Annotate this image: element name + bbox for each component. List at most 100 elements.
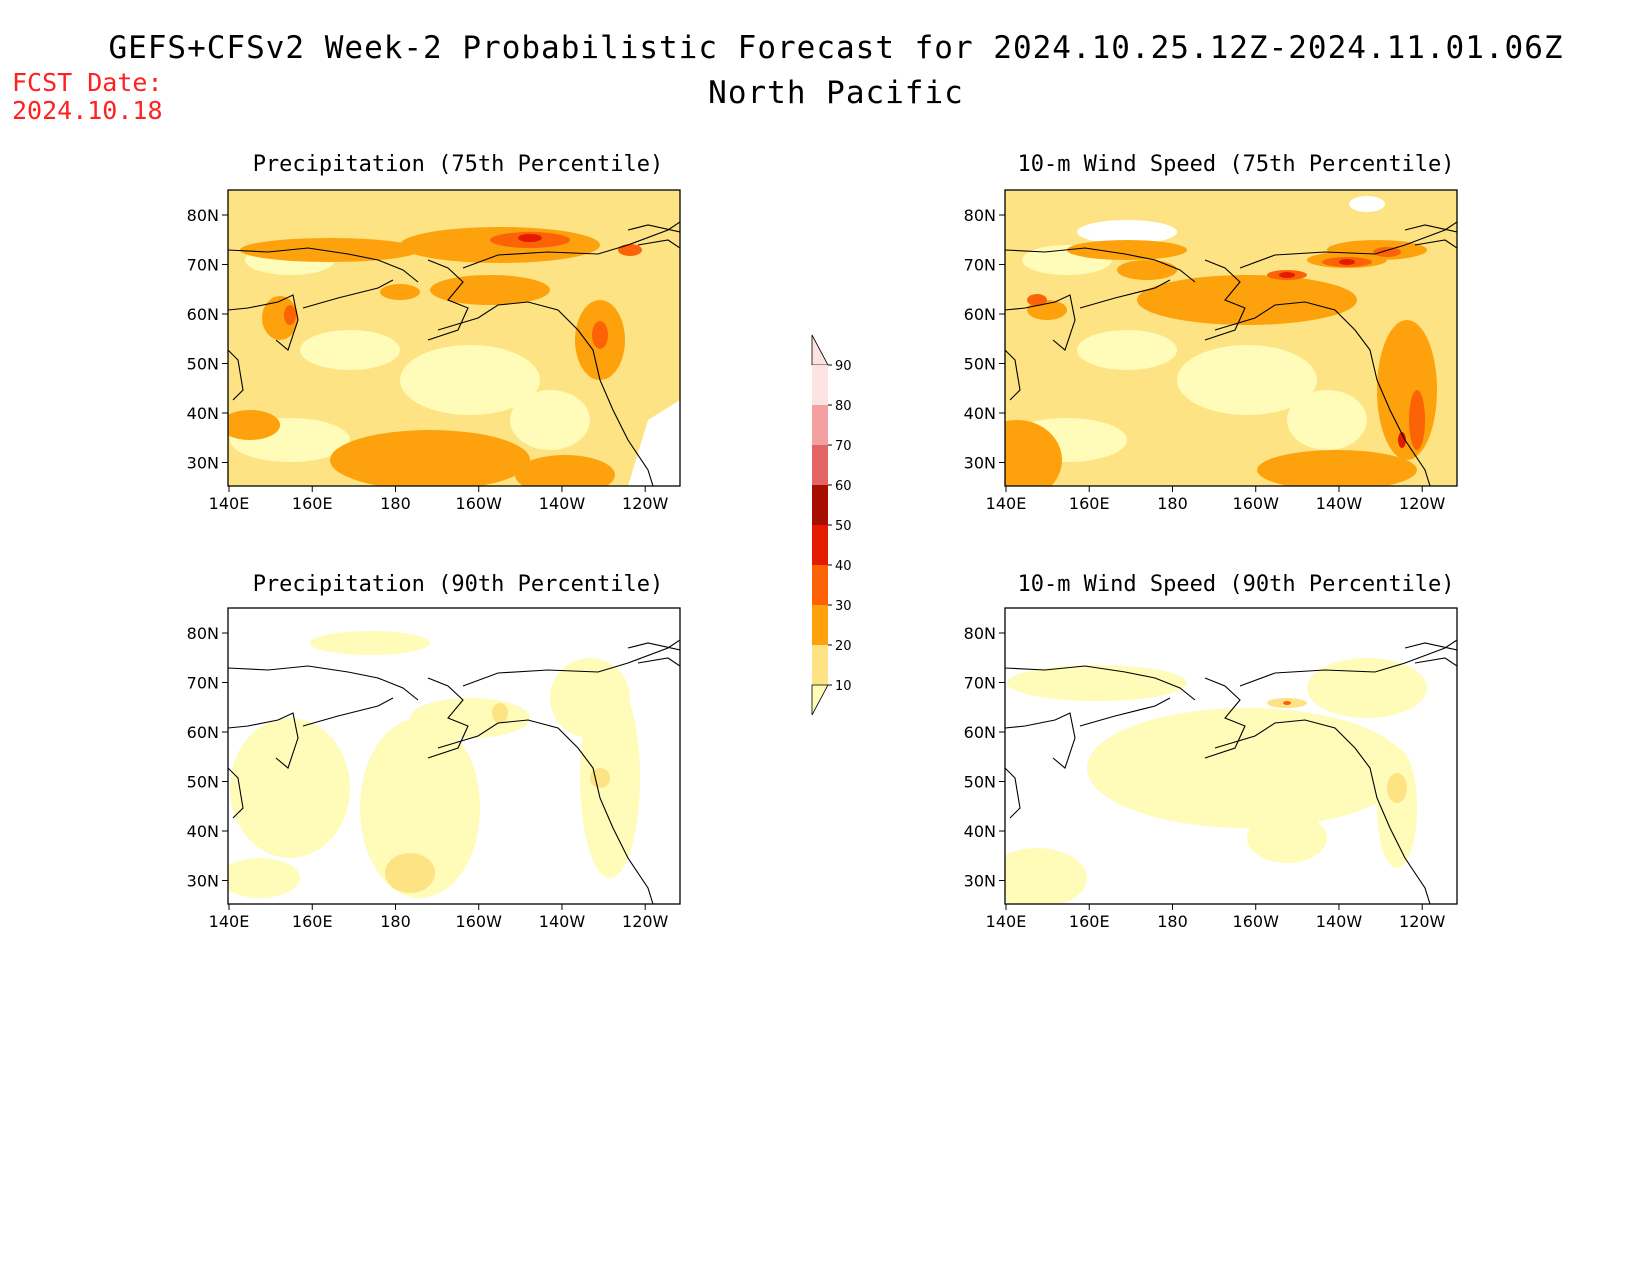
x-tick-label: 140W [1316,912,1363,931]
x-tick-label: 180 [1157,912,1188,931]
field-blob [1177,345,1317,415]
colorbar-bottom-extension [811,684,829,716]
coastline [1079,697,1171,727]
region-subtitle: North Pacific [708,75,964,111]
coastline [437,719,654,904]
coastline [1404,224,1457,233]
y-tick-label: 30N [187,454,219,473]
x-tick-label: 140W [539,494,586,513]
map-panel-precip-75: 140E 160E 180 160W 140W 120W 80N 70N 60N 50N 40N 30… [187,189,681,513]
colorbar-label: 90 [835,359,852,374]
y-tick-label: 80N [964,206,996,225]
coastline [1005,665,1196,701]
coastline [1239,639,1457,687]
coastline [637,239,680,249]
x-tick-label: 160W [1233,912,1280,931]
colorbar-segment [812,605,828,645]
colorbar-label: 40 [835,559,852,574]
coastline [637,657,680,667]
coastline [1204,677,1246,759]
y-tick-label: 40N [187,404,219,423]
field-blob [1339,259,1355,265]
coastline [1005,349,1021,401]
coastline [1005,767,1021,819]
x-tick-label: 160E [1069,912,1110,931]
y-tick-label: 80N [187,206,219,225]
y-tick-label: 40N [964,404,996,423]
colorbar-segment [812,445,828,485]
panel-title-precip-90: Precipitation (90th Percentile) [252,572,664,597]
colorbar-segment [812,365,828,405]
coastline [302,279,394,309]
x-tick-label: 180 [380,494,411,513]
coastline [462,221,680,269]
y-tick-label: 30N [187,872,219,891]
coastline [1214,719,1431,904]
coastline [228,294,299,351]
shaded-field [228,608,680,904]
colorbar-label: 70 [835,439,852,454]
y-tick-label: 70N [187,256,219,275]
x-tick-label: 160E [1069,494,1110,513]
field-blob [1307,658,1427,718]
colorbar-segment [812,645,828,685]
field-blob [1257,450,1417,486]
field-blob [410,698,530,738]
colorbar-segment [812,405,828,445]
coastline [228,712,299,769]
colorbar-label: 30 [835,599,852,614]
field-blob [228,858,300,898]
coastline [1239,221,1457,269]
field-blob [590,768,610,788]
x-tick-label: 120W [622,494,669,513]
field-blob [1287,390,1367,450]
forecast-date-value: 2024.10.18 [12,96,163,125]
y-tick-label: 60N [187,305,219,324]
x-tick-label: 140E [986,494,1027,513]
coastline [228,665,419,701]
field-blob [1027,294,1047,306]
field-blob [1279,272,1295,278]
field-blob [510,390,590,450]
field-blob [1349,196,1385,212]
field-blob [515,455,615,486]
y-tick-label: 30N [964,454,996,473]
map-frame [227,189,681,487]
map-panel-wind-90: 140E 160E 180 160W 140W 120W 80N 70N 60N 50N 40N 30… [964,607,1458,931]
field-blob [1067,240,1187,260]
y-tick-label: 80N [187,624,219,643]
y-tick-label: 50N [187,773,219,792]
field-blob [228,410,280,440]
field-blob [330,430,530,486]
x-tick-label: 140E [209,912,250,931]
coastline [1005,712,1076,769]
y-tick-label: 60N [964,305,996,324]
shaded-field [228,190,680,486]
coastline [1414,239,1457,249]
forecast-date-label: FCST Date: [12,68,163,97]
field-blob [592,321,608,349]
coastline [427,259,469,341]
coastline [627,224,680,233]
x-tick-label: 140W [539,912,586,931]
field-blob [1247,813,1327,863]
field-blob [284,305,296,325]
field-blob [1007,665,1187,701]
field-blob [492,703,508,723]
y-tick-label: 70N [964,674,996,693]
x-tick-label: 160W [456,494,503,513]
coastline [1404,642,1457,651]
x-tick-label: 120W [622,912,669,931]
field-blob [1137,275,1357,325]
x-tick-label: 140W [1316,494,1363,513]
colorbar-segment [812,565,828,605]
colorbar-label: 60 [835,479,852,494]
x-tick-label: 120W [1399,494,1446,513]
field-blob [1373,247,1401,257]
field-blob [1077,220,1177,244]
coastline [1204,259,1246,341]
y-tick-label: 40N [187,822,219,841]
field-blob [1377,748,1417,868]
field-blob [550,658,630,738]
y-tick-label: 50N [187,355,219,374]
